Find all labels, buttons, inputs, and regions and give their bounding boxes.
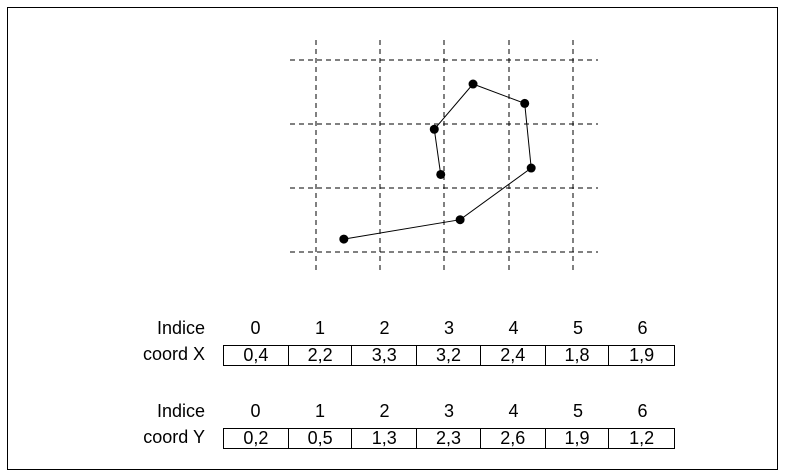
trajectory-point	[436, 169, 446, 179]
value-cell: 1,8	[546, 346, 610, 365]
value-cell: 1,3	[352, 429, 418, 448]
trajectory-point	[526, 163, 536, 173]
trajectory-point	[455, 215, 465, 225]
indice-label-y: Indice	[156, 401, 205, 421]
value-cell: 2,6	[481, 429, 546, 448]
value-cell: 2,3	[417, 429, 481, 448]
value-cell: 3,3	[352, 346, 418, 365]
indice-label-x: Indice	[156, 318, 205, 338]
index-label: 4	[508, 318, 519, 338]
value-cell: 1,9	[629, 345, 655, 365]
trajectory-point	[429, 124, 439, 134]
index-label: 6	[637, 318, 648, 338]
index-label: 0	[250, 318, 261, 338]
value-cell: 0,5	[289, 429, 353, 448]
trajectory-line	[343, 83, 532, 240]
index-label: 5	[572, 401, 583, 421]
index-label: 3	[443, 401, 454, 421]
coord-x-label: coord X	[142, 344, 205, 364]
index-label: 1	[314, 318, 325, 338]
value-cell: 1,9	[546, 429, 610, 448]
value-cell: 1,2	[629, 428, 655, 448]
value-cell: 0,4	[224, 346, 289, 365]
index-label: 2	[379, 318, 390, 338]
coord-y-row: 0,2 0,5 1,3 2,3 2,6 1,9 1,2	[223, 428, 675, 449]
index-label: 3	[443, 318, 454, 338]
coord-y-label: coord Y	[143, 427, 205, 447]
index-label: 1	[314, 401, 325, 421]
index-label: 4	[508, 401, 519, 421]
figure-frame	[7, 7, 778, 470]
index-label: 0	[250, 401, 261, 421]
value-cell: 2,4	[481, 346, 546, 365]
index-label: 5	[572, 318, 583, 338]
trajectory-point	[468, 79, 478, 89]
trajectory-point	[520, 98, 530, 108]
index-label: 6	[637, 401, 648, 421]
value-cell: 3,2	[417, 346, 481, 365]
trajectory-point	[339, 234, 349, 244]
index-label: 2	[379, 401, 390, 421]
coord-x-row: 0,4 2,2 3,3 3,2 2,4 1,8 1,9	[223, 345, 675, 366]
value-cell: 2,2	[289, 346, 353, 365]
value-cell: 0,2	[224, 429, 289, 448]
